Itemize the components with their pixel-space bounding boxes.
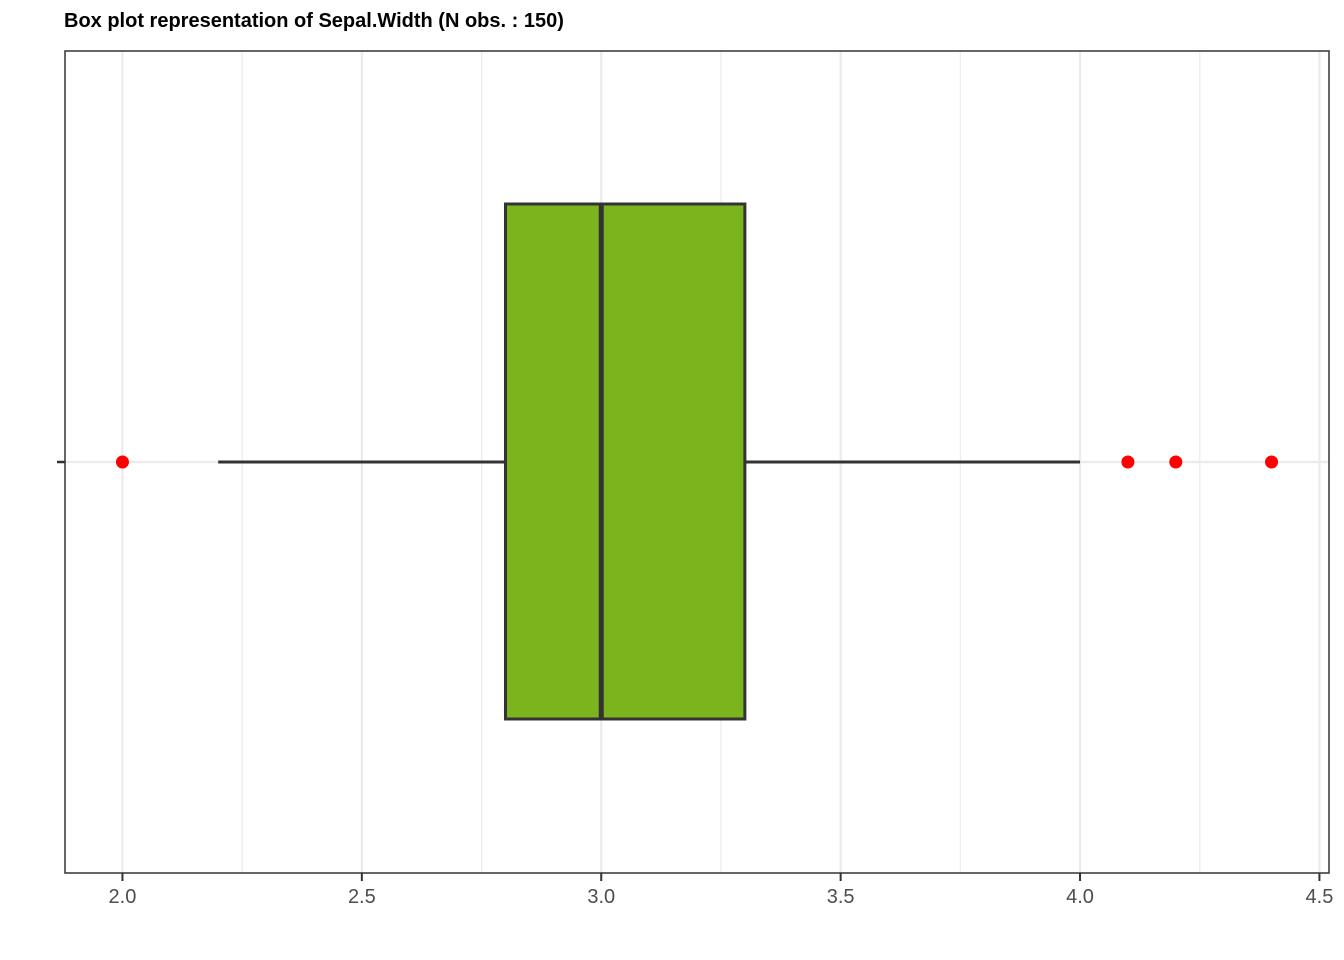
outlier-point [1121,455,1135,469]
x-tick-label: 4.0 [1066,886,1094,908]
x-tick-label: 3.0 [587,886,615,908]
outlier-point [1169,455,1183,469]
chart-title: Box plot representation of Sepal.Width (… [64,10,564,32]
outlier-point [1265,455,1279,469]
x-tick-label: 2.5 [348,886,376,908]
x-axis: 2.0 2.5 3.0 3.5 4.0 4.5 [109,873,1334,908]
x-tick-label: 4.5 [1306,886,1334,908]
x-tick-label: 3.5 [827,886,855,908]
outlier-points [115,455,1279,469]
boxplot-marks [218,202,1081,721]
iqr-box [503,202,747,721]
x-tick-label: 2.0 [109,886,137,908]
outlier-point [115,455,129,469]
